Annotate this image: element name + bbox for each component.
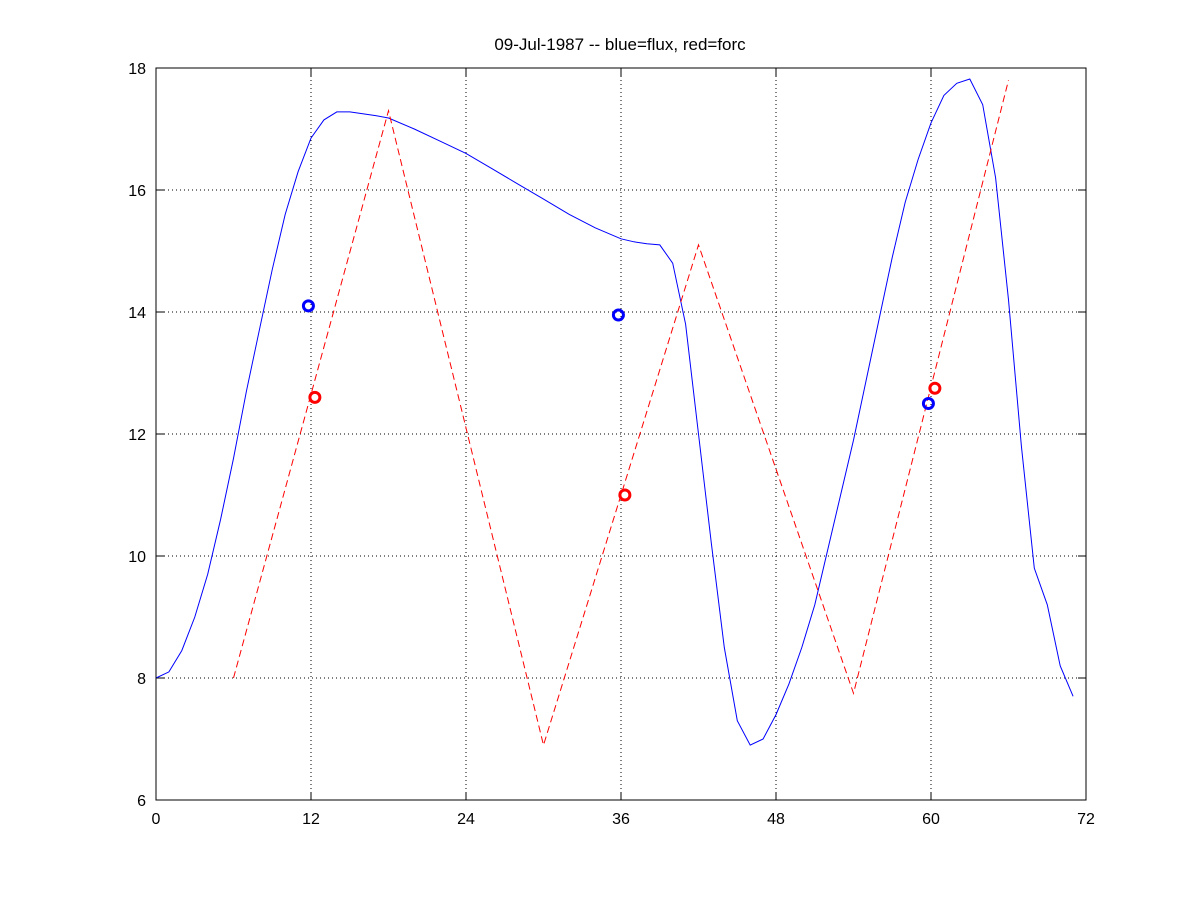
marker-layer [301,299,942,502]
y-tick-label: 12 [128,427,146,444]
plot-area [155,67,1087,801]
x-tick-label: 12 [302,811,320,828]
x-tick-labels: 0 12 24 36 48 60 72 [152,811,1095,828]
y-tick-labels: 6 8 10 12 14 16 18 [128,61,146,810]
x-tick-label: 48 [767,811,785,828]
y-tick-label: 8 [137,671,146,688]
x-tick-label: 0 [152,811,161,828]
forc-marker [308,390,322,404]
y-tick-label: 18 [128,61,146,78]
y-tick-label: 14 [128,305,146,322]
flux-series-line [155,78,1074,746]
x-tick-label: 60 [922,811,940,828]
forc-marker [928,381,942,395]
flux-marker [921,397,935,410]
x-tick-label: 36 [612,811,630,828]
x-tick-label: 24 [457,811,475,828]
y-tick-label: 6 [137,793,146,810]
forc-marker [618,488,632,502]
y-tick-label: 10 [128,549,146,566]
axes-frame [155,67,1087,801]
chart-title: 09-Jul-1987 -- blue=flux, red=forc [494,35,746,54]
flux-marker [301,299,315,313]
x-tick-label: 72 [1077,811,1095,828]
y-tick-label: 16 [128,183,146,200]
flux-marker [611,308,625,322]
